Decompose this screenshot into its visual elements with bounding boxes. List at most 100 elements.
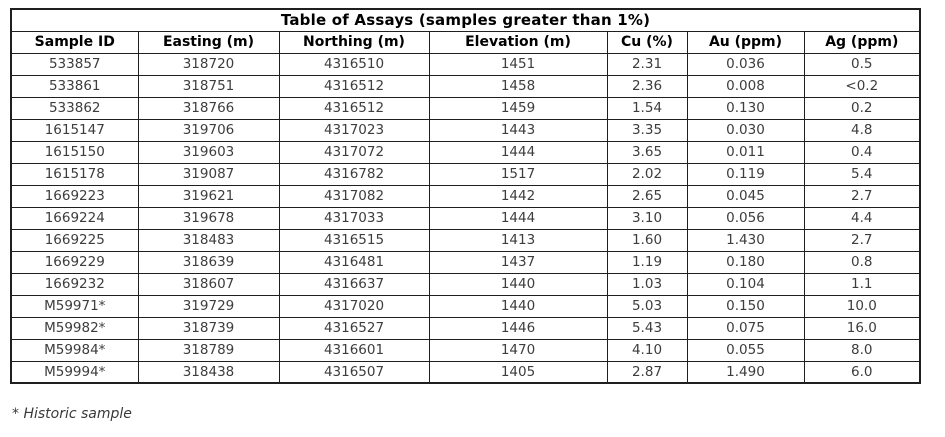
table-row: M59982* 318739 4316527 1446 5.43 0.075 16.0 — [10, 316, 921, 340]
table-cell: 1444 — [428, 206, 608, 230]
table-cell: 0.104 — [686, 272, 805, 296]
table-cell: 318438 — [137, 360, 280, 384]
table-title: Table of Assays (samples greater than 1%… — [10, 8, 921, 32]
table-cell: M59971* — [10, 294, 139, 318]
table-cell: 0.055 — [686, 338, 805, 362]
table-cell: 319621 — [137, 184, 280, 208]
table-row: 1615147 319706 4317023 1443 3.35 0.030 4.8 — [10, 118, 921, 142]
table-cell: 2.65 — [606, 184, 688, 208]
table-cell: 1.430 — [686, 228, 805, 252]
table-row: 1615178 319087 4316782 1517 2.02 0.119 5.4 — [10, 162, 921, 186]
table-cell: 0.8 — [803, 250, 921, 274]
table-cell: 5.43 — [606, 316, 688, 340]
table-cell: 4.4 — [803, 206, 921, 230]
table-cell: 1470 — [428, 338, 608, 362]
table-cell: 1437 — [428, 250, 608, 274]
table-cell: 319678 — [137, 206, 280, 230]
table-cell: 319706 — [137, 118, 280, 142]
table-cell: 3.65 — [606, 140, 688, 164]
table-cell: M59994* — [10, 360, 139, 384]
table-row: 1669225 318483 4316515 1413 1.60 1.430 2.7 — [10, 228, 921, 252]
table-cell: 4317020 — [278, 294, 430, 318]
table-cell: 0.2 — [803, 96, 921, 120]
table-cell: 1615178 — [10, 162, 139, 186]
table-cell: 5.03 — [606, 294, 688, 318]
table-cell: 533857 — [10, 52, 139, 76]
title-row: Table of Assays (samples greater than 1%… — [10, 8, 921, 32]
table-cell: 4.10 — [606, 338, 688, 362]
footnote: * Historic sample — [12, 406, 132, 422]
table-cell: 0.119 — [686, 162, 805, 186]
table-cell: 4316637 — [278, 272, 430, 296]
table-cell: 0.030 — [686, 118, 805, 142]
table-cell: 3.10 — [606, 206, 688, 230]
table-cell: 318607 — [137, 272, 280, 296]
column-header: Ag (ppm) — [803, 30, 921, 54]
table-cell: 4316481 — [278, 250, 430, 274]
table-cell: 1.54 — [606, 96, 688, 120]
table-cell: 0.130 — [686, 96, 805, 120]
table-cell: 0.5 — [803, 52, 921, 76]
table-row: 1669232 318607 4316637 1440 1.03 0.104 1.1 — [10, 272, 921, 296]
table-cell: 1451 — [428, 52, 608, 76]
table-cell: 318751 — [137, 74, 280, 98]
table-cell: 1442 — [428, 184, 608, 208]
table-cell: 2.7 — [803, 228, 921, 252]
column-header: Cu (%) — [606, 30, 688, 54]
table-cell: 0.180 — [686, 250, 805, 274]
table-cell: 533861 — [10, 74, 139, 98]
table-cell: 4317033 — [278, 206, 430, 230]
table-row: M59971* 319729 4317020 1440 5.03 0.150 10.0 — [10, 294, 921, 318]
table-row: M59984* 318789 4316601 1470 4.10 0.055 8.0 — [10, 338, 921, 362]
column-header: Sample ID — [10, 30, 139, 54]
table-cell: 4316527 — [278, 316, 430, 340]
table-cell: 0.4 — [803, 140, 921, 164]
table-row: 1615150 319603 4317072 1444 3.65 0.011 0.4 — [10, 140, 921, 164]
table-cell: 319087 — [137, 162, 280, 186]
table-cell: 4316510 — [278, 52, 430, 76]
column-header: Easting (m) — [137, 30, 280, 54]
table-cell: 1.1 — [803, 272, 921, 296]
table-cell: 1.490 — [686, 360, 805, 384]
table-row: 533861 318751 4316512 1458 2.36 0.008 <0.2 — [10, 74, 921, 98]
table-cell: 1446 — [428, 316, 608, 340]
table-cell: 1413 — [428, 228, 608, 252]
table-cell: 1443 — [428, 118, 608, 142]
column-header: Northing (m) — [278, 30, 430, 54]
table-row: 533862 318766 4316512 1459 1.54 0.130 0.2 — [10, 96, 921, 120]
table-cell: 4316782 — [278, 162, 430, 186]
table-cell: 1440 — [428, 294, 608, 318]
table-cell: 2.31 — [606, 52, 688, 76]
table-cell: 0.045 — [686, 184, 805, 208]
table-cell: 1669225 — [10, 228, 139, 252]
table-cell: 1444 — [428, 140, 608, 164]
table-cell: 1669224 — [10, 206, 139, 230]
table-row: 1669229 318639 4316481 1437 1.19 0.180 0.8 — [10, 250, 921, 274]
table-cell: 1440 — [428, 272, 608, 296]
table-cell: 3.35 — [606, 118, 688, 142]
table-cell: 1.60 — [606, 228, 688, 252]
table-body: 533857 318720 4316510 1451 2.31 0.036 0.5 53386… — [10, 52, 921, 384]
table-cell: 0.150 — [686, 294, 805, 318]
table-cell: 4317082 — [278, 184, 430, 208]
table-cell: M59984* — [10, 338, 139, 362]
table-cell: 1.19 — [606, 250, 688, 274]
table-cell: 0.036 — [686, 52, 805, 76]
table-cell: 2.87 — [606, 360, 688, 384]
table-cell: 318483 — [137, 228, 280, 252]
table-cell: 318739 — [137, 316, 280, 340]
table-cell: 1.03 — [606, 272, 688, 296]
table-cell: 533862 — [10, 96, 139, 120]
table-cell: <0.2 — [803, 74, 921, 98]
table-row: 1669224 319678 4317033 1444 3.10 0.056 4.4 — [10, 206, 921, 230]
table-cell: 4.8 — [803, 118, 921, 142]
table-cell: 4317072 — [278, 140, 430, 164]
table-row: M59994* 318438 4316507 1405 2.87 1.490 6.0 — [10, 360, 921, 384]
table-cell: 2.36 — [606, 74, 688, 98]
table-cell: 0.056 — [686, 206, 805, 230]
table-cell: 1459 — [428, 96, 608, 120]
table-cell: 318766 — [137, 96, 280, 120]
table-cell: 8.0 — [803, 338, 921, 362]
table-cell: 318639 — [137, 250, 280, 274]
